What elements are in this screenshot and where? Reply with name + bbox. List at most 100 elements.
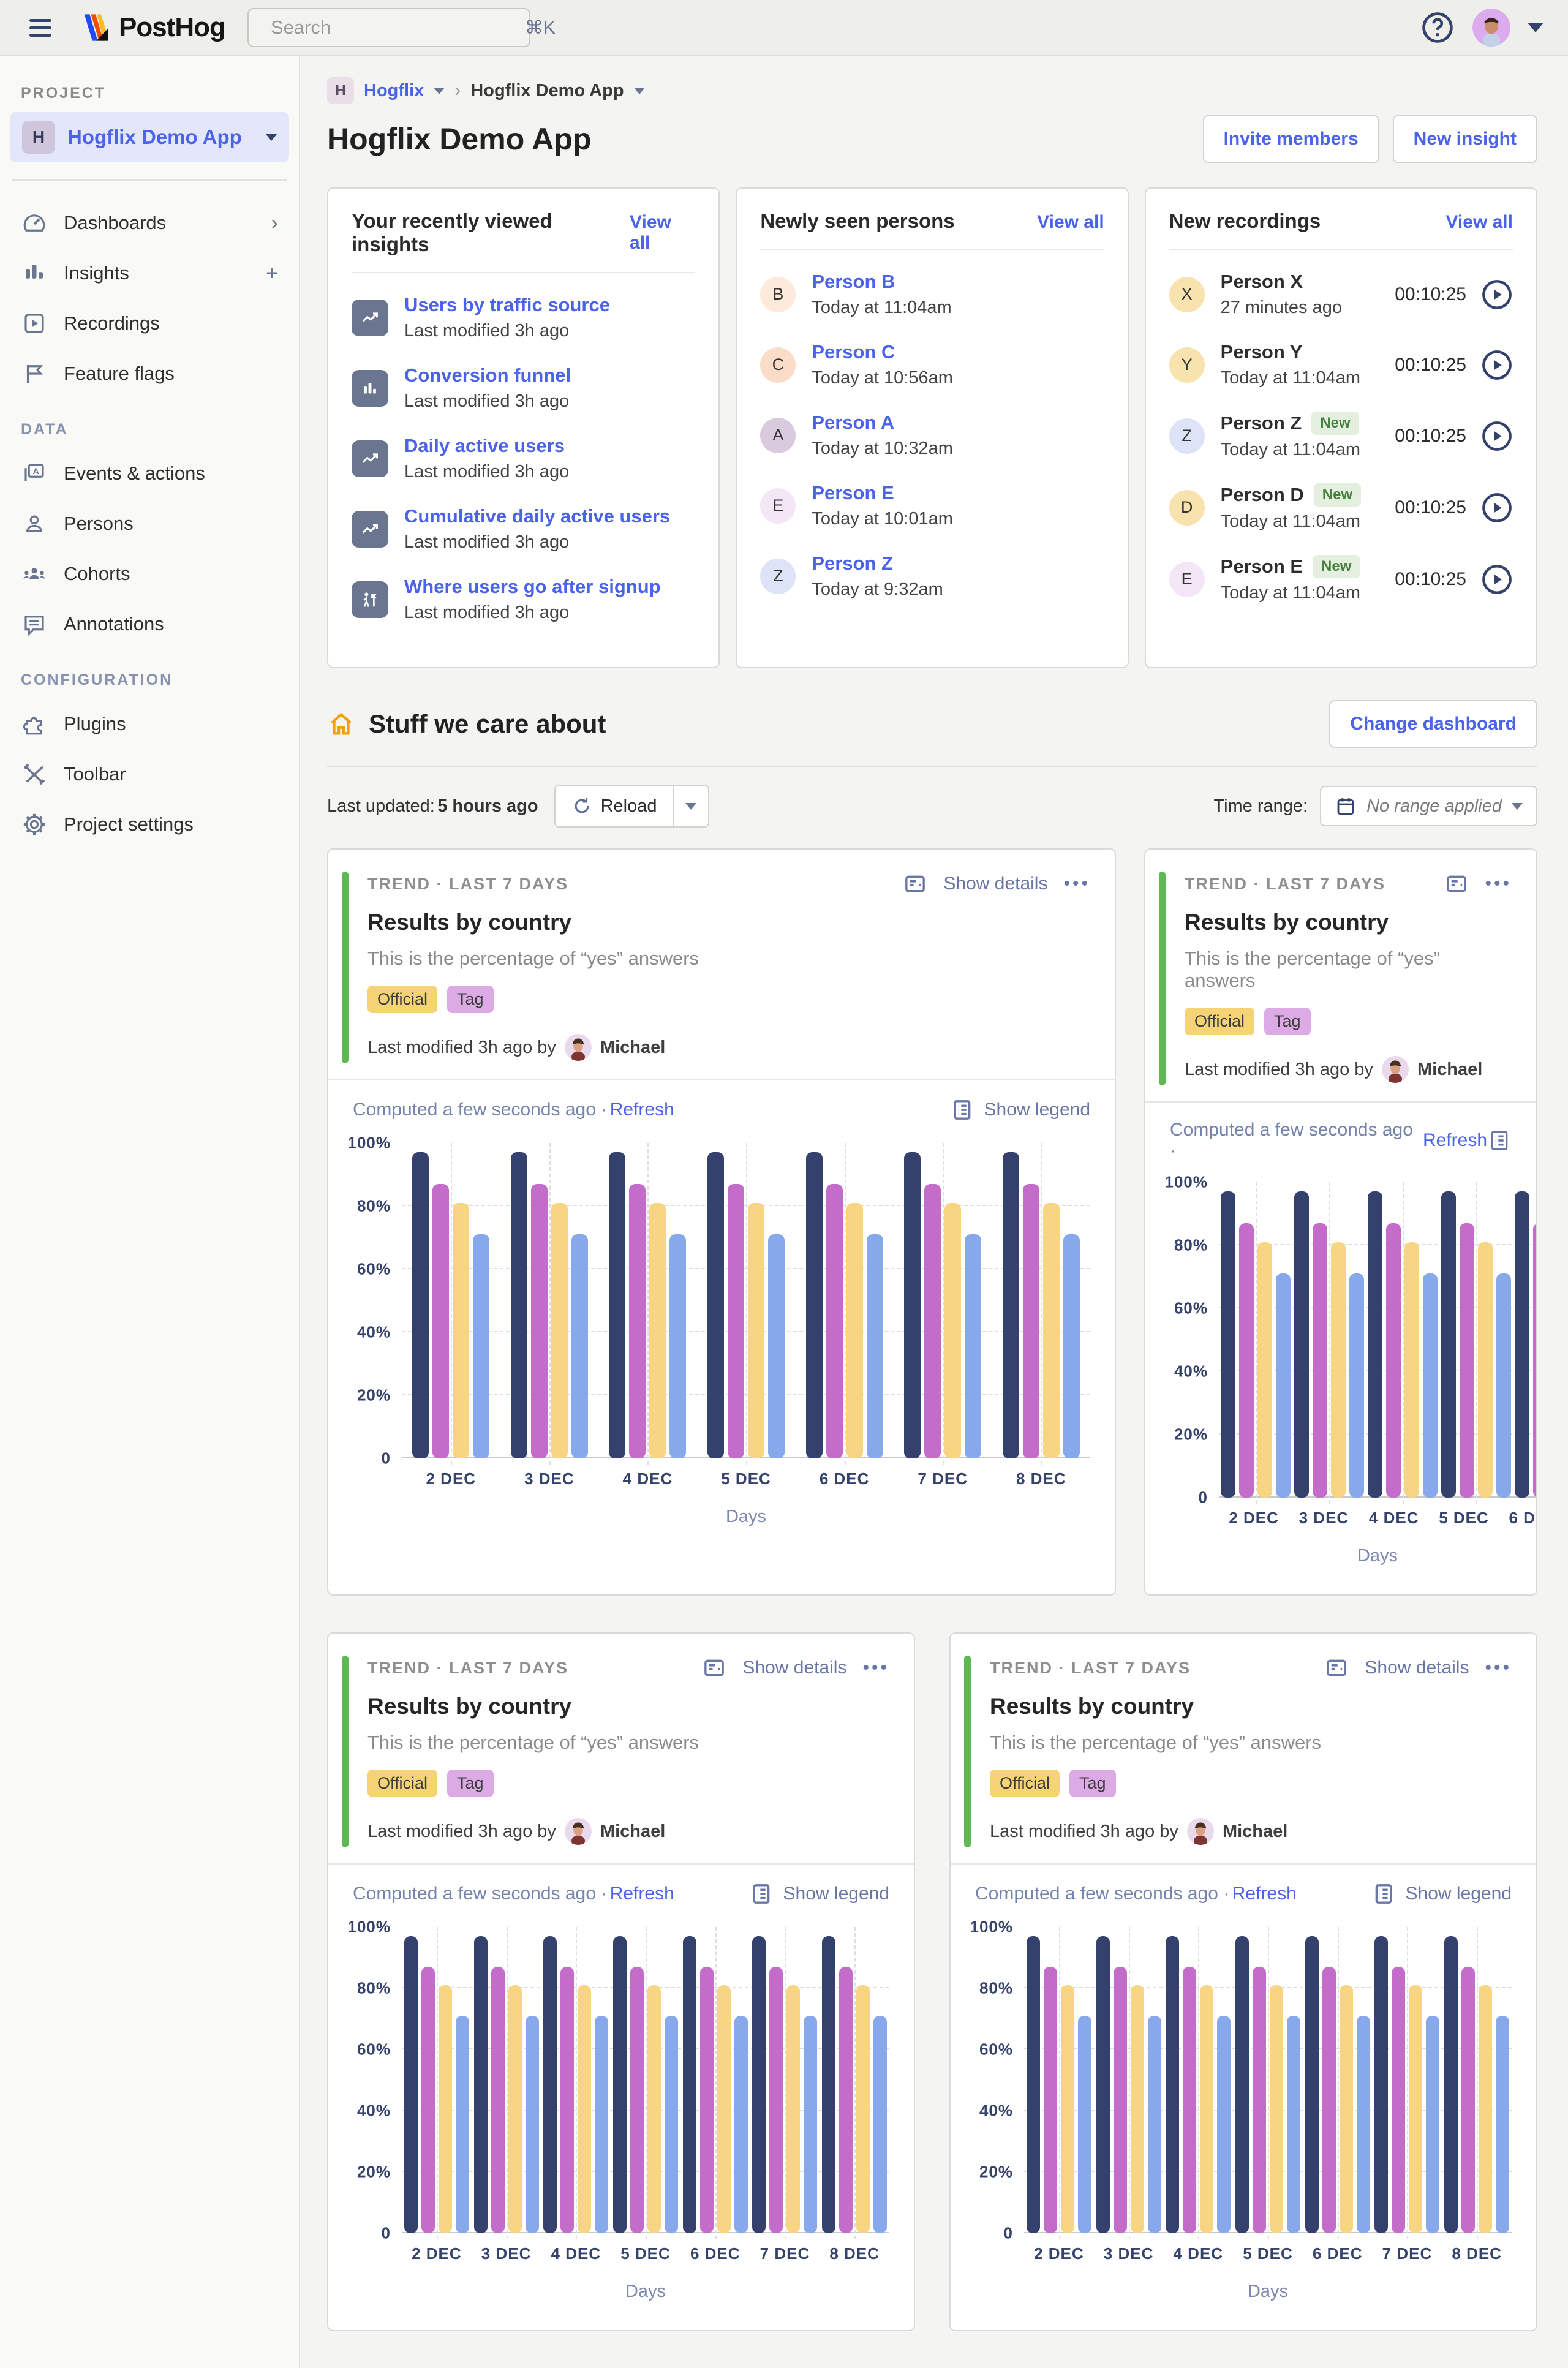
breadcrumb-org-link[interactable]: Hogflix (364, 80, 424, 100)
play-icon[interactable] (1481, 279, 1513, 311)
play-icon[interactable] (1481, 564, 1513, 595)
insight-link[interactable]: Where users go after signup (404, 576, 661, 597)
refresh-icon (575, 798, 589, 813)
bar-yellow (508, 1985, 522, 2233)
refresh-link[interactable]: Refresh (609, 1099, 674, 1120)
insight-list-item[interactable]: Cumulative daily active users Last modif… (352, 505, 695, 552)
show-legend-toggle[interactable]: Show legend (950, 1098, 1090, 1122)
chevron-down-icon[interactable] (633, 87, 645, 94)
reload-button-main[interactable]: Reload (556, 786, 673, 826)
bar-purple (1460, 1223, 1474, 1498)
posthog-logo[interactable]: PostHog (78, 12, 226, 43)
sidebar-item[interactable]: Persons (10, 499, 289, 549)
sidebar-item[interactable]: Feature flags (10, 349, 289, 399)
recording-list-item[interactable]: Z Person Z New Today at 11:04am 00:10:25 (1169, 412, 1513, 460)
chevron-down-icon[interactable] (434, 87, 445, 94)
flag-icon (26, 365, 43, 383)
person-list-item[interactable]: C Person C Today at 10:56am (760, 341, 1104, 388)
sidebar-item[interactable]: Dashboards › (10, 198, 289, 248)
project-switcher[interactable]: H Hogflix Demo App (10, 112, 289, 162)
recording-list-item[interactable]: D Person D New Today at 11:04am 00:10:25 (1169, 483, 1513, 532)
play-icon[interactable] (1481, 420, 1513, 452)
sidebar-item[interactable]: Plugins (10, 699, 289, 749)
person-list-item[interactable]: B Person B Today at 11:04am (760, 271, 1104, 318)
help-icon[interactable] (1420, 10, 1455, 45)
recording-list-item[interactable]: X Person X 27 minutes ago 00:10:25 (1169, 271, 1513, 318)
plus-icon[interactable]: + (266, 262, 278, 285)
show-details-link[interactable]: Show details (742, 1657, 847, 1678)
details-icon[interactable] (903, 872, 927, 896)
view-all-link[interactable]: View all (1446, 212, 1513, 232)
search-shortcut: ⌘K (524, 17, 556, 38)
search-input[interactable] (270, 17, 515, 39)
insight-link[interactable]: Daily active users (404, 435, 565, 456)
show-legend-toggle[interactable]: Show legend (749, 1882, 889, 1906)
person-link[interactable]: Person Z (812, 552, 893, 574)
global-search[interactable]: ⌘K (247, 8, 556, 47)
new-insight-button[interactable]: New insight (1392, 115, 1537, 163)
person-link[interactable]: Person A (812, 412, 895, 433)
bar-purple (699, 1967, 714, 2233)
change-dashboard-button[interactable]: Change dashboard (1329, 700, 1537, 748)
insight-link[interactable]: Cumulative daily active users (404, 505, 671, 527)
details-icon[interactable] (1444, 872, 1469, 896)
sidebar-item-label: Annotations (64, 613, 164, 635)
more-menu-icon[interactable]: ••• (1485, 1657, 1512, 1678)
details-icon[interactable] (702, 1656, 726, 1680)
view-all-link[interactable]: View all (630, 212, 671, 253)
person-link[interactable]: Person B (812, 271, 895, 292)
breadcrumb-page[interactable]: Hogflix Demo App (470, 80, 624, 100)
user-avatar[interactable] (1472, 9, 1510, 47)
show-details-link[interactable]: Show details (943, 873, 1048, 894)
person-list-item[interactable]: Z Person Z Today at 9:32am (760, 552, 1104, 600)
sidebar-item[interactable]: Project settings (10, 799, 289, 850)
bar-navy (1294, 1191, 1309, 1498)
refresh-link[interactable]: Refresh (609, 1883, 674, 1904)
sidebar-item[interactable]: Cohorts (10, 549, 289, 599)
view-all-link[interactable]: View all (1037, 212, 1104, 232)
show-details-link[interactable]: Show details (1365, 1657, 1469, 1678)
insight-list-item[interactable]: Where users go after signup Last modifie… (352, 576, 695, 623)
insight-list-item[interactable]: Conversion funnel Last modified 3h ago (352, 364, 695, 412)
computed-text: Computed a few seconds ago · (353, 1099, 608, 1120)
bar-blue (768, 1234, 785, 1458)
person-link[interactable]: Person C (812, 341, 895, 363)
show-legend-toggle[interactable]: Show legend (1371, 1882, 1512, 1906)
invite-members-button[interactable]: Invite members (1202, 115, 1379, 163)
reload-options-caret[interactable] (673, 786, 708, 826)
recording-list-item[interactable]: E Person E New Today at 11:04am 00:10:25 (1169, 555, 1513, 603)
bar-navy (1166, 1936, 1180, 2233)
account-caret-icon[interactable] (1528, 23, 1544, 32)
insight-link[interactable]: Conversion funnel (404, 364, 571, 386)
insight-description: This is the percentage of “yes” answers (368, 948, 699, 969)
avatar: Z (1169, 418, 1205, 454)
recording-list-item[interactable]: Y Person Y Today at 11:04am 00:10:25 (1169, 341, 1513, 388)
refresh-link[interactable]: Refresh (1422, 1130, 1487, 1150)
person-link[interactable]: Person E (812, 482, 894, 503)
sidebar-item[interactable]: A Events & actions (10, 448, 289, 499)
menu-icon[interactable] (24, 14, 56, 42)
more-menu-icon[interactable]: ••• (1485, 873, 1512, 894)
insight-list-item[interactable]: Daily active users Last modified 3h ago (352, 435, 695, 482)
sidebar-item[interactable]: Annotations (10, 599, 289, 649)
more-menu-icon[interactable]: ••• (862, 1657, 889, 1678)
play-icon[interactable] (1481, 349, 1513, 381)
insight-list-item[interactable]: Users by traffic source Last modified 3h… (352, 294, 695, 341)
show-legend-toggle[interactable] (1487, 1128, 1512, 1153)
avatar: X (1169, 276, 1205, 312)
person-list-item[interactable]: E Person E Today at 10:01am (760, 482, 1104, 529)
insight-link[interactable]: Users by traffic source (404, 294, 610, 315)
refresh-link[interactable]: Refresh (1232, 1883, 1297, 1904)
sidebar-item[interactable]: Recordings (10, 298, 289, 349)
person-list-item[interactable]: A Person A Today at 10:32am (760, 412, 1104, 459)
new-badge: New (1313, 555, 1360, 578)
recording-time: Today at 11:04am (1220, 583, 1361, 603)
time-range-dropdown[interactable]: No range applied (1320, 786, 1537, 826)
more-menu-icon[interactable]: ••• (1063, 873, 1090, 894)
details-icon[interactable] (1324, 1656, 1349, 1680)
bar-navy (707, 1152, 725, 1458)
bar-navy (805, 1152, 823, 1458)
sidebar-item[interactable]: Insights + (10, 248, 289, 298)
sidebar-item[interactable]: Toolbar (10, 749, 289, 799)
play-icon[interactable] (1481, 492, 1513, 524)
